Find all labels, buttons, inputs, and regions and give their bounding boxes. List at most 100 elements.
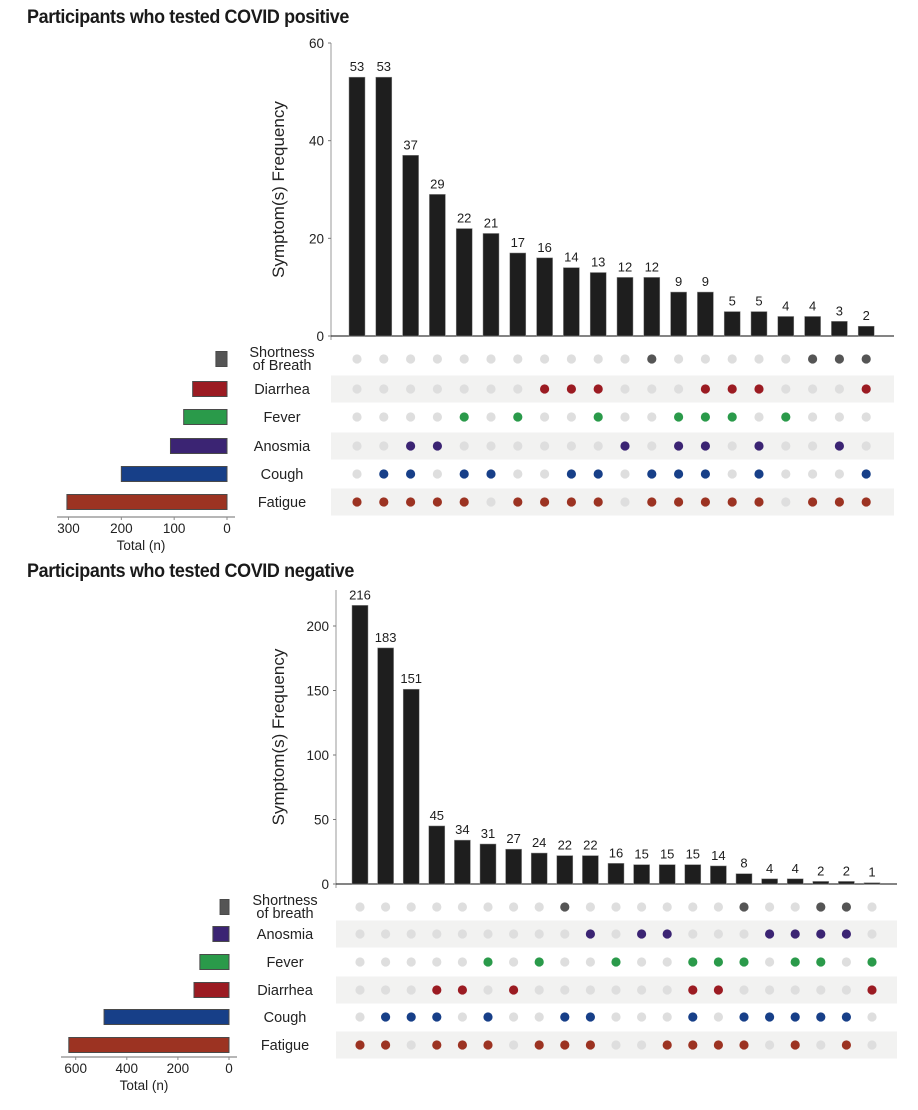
positive-matrix-dot-inactive [620, 412, 630, 422]
positive-matrix-dot-active [781, 412, 791, 422]
negative-y-tick-label: 0 [321, 877, 329, 892]
positive-matrix-dot-inactive [834, 384, 845, 394]
positive-matrix-dot-inactive [647, 384, 657, 394]
positive-matrix-dot-active [808, 354, 818, 364]
positive-matrix-dot-active [566, 497, 577, 507]
positive-matrix-dot-active [486, 469, 496, 479]
negative-intersection-bar [658, 864, 676, 885]
negative-intersection-bar [428, 825, 446, 885]
negative-set-label: of breath [256, 906, 313, 922]
negative-intersection-bar [786, 878, 804, 885]
positive-bar-value-label: 13 [591, 255, 605, 270]
negative-matrix-dot-active [841, 929, 852, 939]
negative-matrix-dot-inactive [765, 985, 775, 995]
negative-y-tick-label: 50 [314, 813, 329, 828]
positive-matrix-dot-active [513, 497, 523, 507]
positive-bar-value-label: 3 [836, 303, 843, 318]
negative-set-total-bar [193, 982, 230, 998]
negative-matrix-dot-active [816, 1012, 826, 1022]
negative-matrix-dot-active [739, 1040, 749, 1050]
positive-matrix-dot-inactive [781, 441, 791, 451]
positive-matrix-dot-active [566, 384, 577, 394]
positive-matrix-dot-inactive [861, 412, 871, 422]
positive-bar-value-label: 5 [729, 294, 736, 309]
positive-matrix-dot-active [834, 354, 845, 364]
positive-matrix-dot-inactive [808, 384, 818, 394]
negative-matrix-dot-active [688, 985, 698, 995]
positive-intersection-bar [750, 311, 768, 337]
matrix-row-band [331, 488, 894, 516]
positive-matrix-dot-active [406, 441, 416, 451]
negative-matrix-dot-inactive [841, 985, 852, 995]
positive-intersection-bar [509, 252, 527, 337]
positive-y-tick-label: 40 [309, 134, 324, 149]
positive-matrix-dot-inactive [486, 384, 496, 394]
negative-matrix-dot-inactive [560, 929, 570, 939]
negative-matrix-dot-inactive [432, 929, 442, 939]
negative-matrix-dot-inactive [534, 929, 544, 939]
negative-matrix-dot-inactive [867, 1040, 877, 1050]
positive-matrix-dot-active [459, 469, 469, 479]
negative-matrix-dot-inactive [406, 1040, 416, 1050]
positive-bar-value-label: 22 [457, 211, 471, 226]
positive-matrix-dot-inactive [620, 354, 630, 364]
negative-matrix-dot-inactive [739, 985, 749, 995]
negative-matrix-dot-inactive [765, 902, 775, 912]
positive-matrix-dot-inactive [459, 384, 469, 394]
positive-matrix-dot-active [540, 497, 550, 507]
negative-matrix-dot-active [381, 1012, 391, 1022]
positive-matrix-dot-inactive [352, 412, 362, 422]
positive-matrix-dot-active [540, 384, 550, 394]
positive-matrix-dot-inactive [727, 469, 737, 479]
negative-totals-axis-title: Total (n) [120, 1078, 169, 1093]
negative-matrix-dot-active [585, 929, 596, 939]
positive-matrix-dot-inactive [432, 354, 442, 364]
negative-intersection-bar [710, 865, 727, 885]
positive-matrix-dot-inactive [593, 354, 603, 364]
positive-matrix-dot-inactive [834, 412, 845, 422]
positive-matrix-dot-inactive [781, 469, 791, 479]
positive-matrix-dot-inactive [808, 441, 818, 451]
positive-matrix-dot-active [459, 412, 469, 422]
positive-matrix-dot-active [861, 469, 871, 479]
positive-matrix-dot-active [754, 497, 764, 507]
negative-matrix-dot-inactive [457, 902, 467, 912]
positive-matrix-dot-inactive [861, 441, 871, 451]
positive-set-total-bar [192, 381, 228, 397]
negative-matrix-dot-inactive [381, 957, 391, 967]
positive-bar-value-label: 12 [645, 259, 659, 274]
negative-matrix-dot-active [560, 902, 570, 912]
positive-set-label: Cough [261, 467, 304, 483]
positive-matrix-dot-inactive [352, 469, 362, 479]
positive-set-label: Shortness [249, 345, 314, 361]
negative-matrix-dot-inactive [790, 902, 800, 912]
positive-matrix-dot-inactive [379, 412, 389, 422]
negative-matrix-dot-active [790, 1040, 800, 1050]
positive-matrix-dot-inactive [566, 441, 577, 451]
positive-matrix-dot-inactive [540, 441, 550, 451]
positive-matrix-dot-inactive [352, 354, 362, 364]
negative-matrix-dot-inactive [355, 929, 365, 939]
positive-matrix-dot-active [647, 497, 657, 507]
negative-matrix-dot-active [790, 957, 800, 967]
negative-totals-tick-label: 200 [167, 1061, 190, 1076]
negative-matrix-dot-inactive [765, 957, 775, 967]
negative-matrix-dot-inactive [585, 902, 596, 912]
negative-matrix-dot-inactive [841, 957, 852, 967]
positive-matrix-dot-active [459, 497, 469, 507]
negative-matrix-dot-active [739, 957, 749, 967]
positive-matrix-dot-active [674, 412, 684, 422]
negative-intersection-bar [454, 839, 471, 885]
negative-matrix-dot-active [739, 902, 749, 912]
positive-matrix-dot-active [352, 497, 362, 507]
negative-intersection-bar [838, 881, 855, 885]
negative-matrix-dot-inactive [381, 985, 391, 995]
positive-matrix-dot-inactive [620, 384, 630, 394]
positive-bar-value-label: 5 [755, 294, 762, 309]
negative-bar-value-label: 151 [400, 671, 422, 686]
positive-matrix-dot-inactive [459, 441, 469, 451]
positive-matrix-dot-active [861, 354, 871, 364]
negative-matrix-dot-active [790, 1012, 800, 1022]
